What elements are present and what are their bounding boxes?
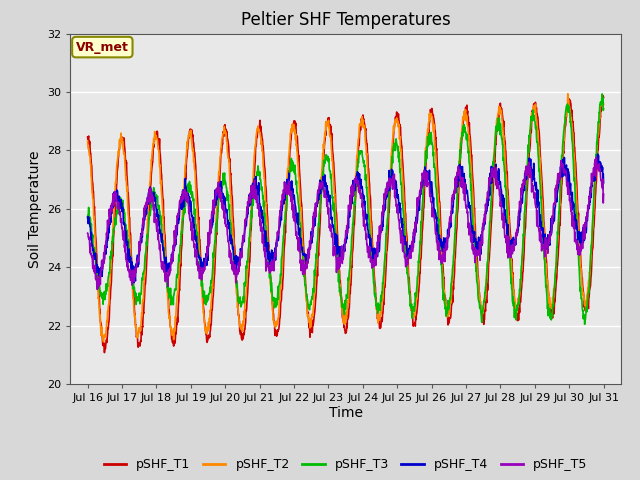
pSHF_T3: [378, 299, 385, 304]
pSHF_T4: [130, 280, 138, 286]
pSHF_T3: [124, 235, 131, 241]
pSHF_T5: [323, 204, 331, 209]
pSHF_T3: [314, 240, 321, 246]
Title: Peltier SHF Temperatures: Peltier SHF Temperatures: [241, 11, 451, 29]
pSHF_T1: [100, 350, 108, 356]
pSHF_T2: [314, 243, 321, 249]
pSHF_T1: [145, 216, 153, 222]
pSHF_T3: [581, 322, 589, 327]
pSHF_T1: [124, 191, 132, 197]
pSHF_T5: [93, 287, 101, 292]
pSHF_T5: [593, 154, 600, 160]
pSHF_T4: [378, 228, 385, 233]
Line: pSHF_T2: pSHF_T2: [88, 94, 604, 342]
pSHF_T4: [303, 252, 310, 257]
Line: pSHF_T1: pSHF_T1: [88, 95, 604, 353]
X-axis label: Time: Time: [328, 406, 363, 420]
pSHF_T2: [600, 102, 607, 108]
pSHF_T2: [124, 207, 132, 213]
pSHF_T4: [594, 151, 602, 157]
pSHF_T4: [124, 239, 131, 244]
pSHF_T4: [145, 190, 153, 195]
pSHF_T5: [314, 190, 321, 196]
pSHF_T1: [84, 134, 92, 140]
pSHF_T3: [303, 294, 310, 300]
pSHF_T4: [84, 214, 92, 220]
pSHF_T2: [145, 193, 153, 199]
pSHF_T5: [84, 230, 92, 236]
pSHF_T1: [303, 298, 310, 304]
pSHF_T1: [314, 273, 321, 279]
pSHF_T1: [599, 92, 607, 98]
pSHF_T4: [314, 201, 321, 206]
Line: pSHF_T3: pSHF_T3: [88, 94, 604, 324]
Text: VR_met: VR_met: [76, 41, 129, 54]
Legend: pSHF_T1, pSHF_T2, pSHF_T3, pSHF_T4, pSHF_T5: pSHF_T1, pSHF_T2, pSHF_T3, pSHF_T4, pSHF…: [99, 453, 593, 476]
Line: pSHF_T4: pSHF_T4: [88, 154, 604, 283]
pSHF_T1: [600, 95, 607, 100]
pSHF_T2: [303, 299, 310, 304]
pSHF_T3: [145, 224, 152, 230]
pSHF_T1: [378, 315, 385, 321]
pSHF_T2: [378, 300, 385, 306]
pSHF_T4: [600, 180, 607, 186]
pSHF_T2: [84, 138, 92, 144]
pSHF_T1: [323, 123, 331, 129]
pSHF_T4: [323, 188, 331, 193]
pSHF_T5: [378, 219, 385, 225]
pSHF_T3: [600, 106, 607, 112]
pSHF_T5: [600, 191, 607, 197]
pSHF_T3: [323, 152, 330, 158]
pSHF_T2: [564, 91, 572, 96]
Y-axis label: Soil Temperature: Soil Temperature: [28, 150, 42, 267]
pSHF_T5: [124, 267, 132, 273]
pSHF_T5: [145, 186, 153, 192]
pSHF_T2: [100, 339, 108, 345]
pSHF_T5: [303, 265, 310, 271]
pSHF_T3: [598, 91, 606, 97]
Line: pSHF_T5: pSHF_T5: [88, 157, 604, 289]
pSHF_T3: [84, 215, 92, 220]
pSHF_T2: [323, 123, 331, 129]
